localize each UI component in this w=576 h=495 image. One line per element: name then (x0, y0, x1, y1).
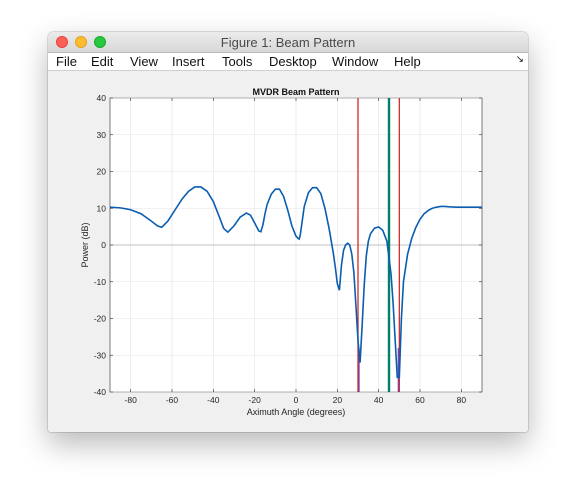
chart-title: MVDR Beam Pattern (252, 87, 339, 97)
y-axis-label: Power (dB) (80, 222, 90, 267)
window-title: Figure 1: Beam Pattern (220, 35, 356, 50)
figure-canvas: -80 -60 -40 -20 0 20 40 60 80 -40 -30 -20 -10 0 10 20 30… (48, 71, 528, 432)
title-bar[interactable]: Figure 1: Beam Pattern (48, 32, 528, 53)
minimize-button[interactable] (75, 36, 87, 48)
beam-pattern-chart: -80 -60 -40 -20 0 20 40 60 80 -40 -30 -20 -10 0 10 20 30… (80, 87, 483, 417)
y-tick-label: 0 (101, 240, 106, 250)
y-tick-label: 20 (97, 167, 107, 177)
x-axis-label: Aximuth Angle (degrees) (247, 407, 346, 417)
menu-insert[interactable]: Insert (172, 54, 205, 69)
x-tick-label: 0 (294, 395, 299, 405)
y-tick-label: 10 (97, 203, 107, 213)
y-tick-label: -30 (94, 350, 107, 360)
y-tick-label: -40 (94, 387, 107, 397)
menu-bar: File Edit View Insert Tools Desktop Wind… (48, 53, 528, 71)
menu-help[interactable]: Help (394, 54, 421, 69)
series-line (109, 186, 482, 379)
x-tick-label: 20 (333, 395, 343, 405)
y-tick-label: -10 (94, 277, 107, 287)
menu-tools[interactable]: Tools (222, 54, 253, 69)
menu-window[interactable]: Window (332, 54, 379, 69)
y-tick-label: 40 (97, 93, 107, 103)
figure-window: Figure 1: Beam Pattern File Edit View In… (48, 32, 528, 432)
y-tick-label: 30 (97, 130, 107, 140)
x-tick-label: 40 (374, 395, 384, 405)
y-tick-label: -20 (94, 314, 107, 324)
x-tick-label: -20 (249, 395, 262, 405)
x-tick-label: 80 (457, 395, 467, 405)
close-button[interactable] (56, 36, 68, 48)
x-tick-label: -80 (125, 395, 138, 405)
menu-file[interactable]: File (56, 54, 77, 69)
arrow-icon[interactable]: ↘ (515, 54, 524, 65)
x-tick-label: -60 (166, 395, 179, 405)
menu-desktop[interactable]: Desktop (269, 54, 317, 69)
x-tick-label: -40 (207, 395, 220, 405)
x-tick-label: 60 (415, 395, 425, 405)
menu-edit[interactable]: Edit (91, 54, 114, 69)
zoom-button[interactable] (94, 36, 106, 48)
menu-view[interactable]: View (130, 54, 158, 69)
